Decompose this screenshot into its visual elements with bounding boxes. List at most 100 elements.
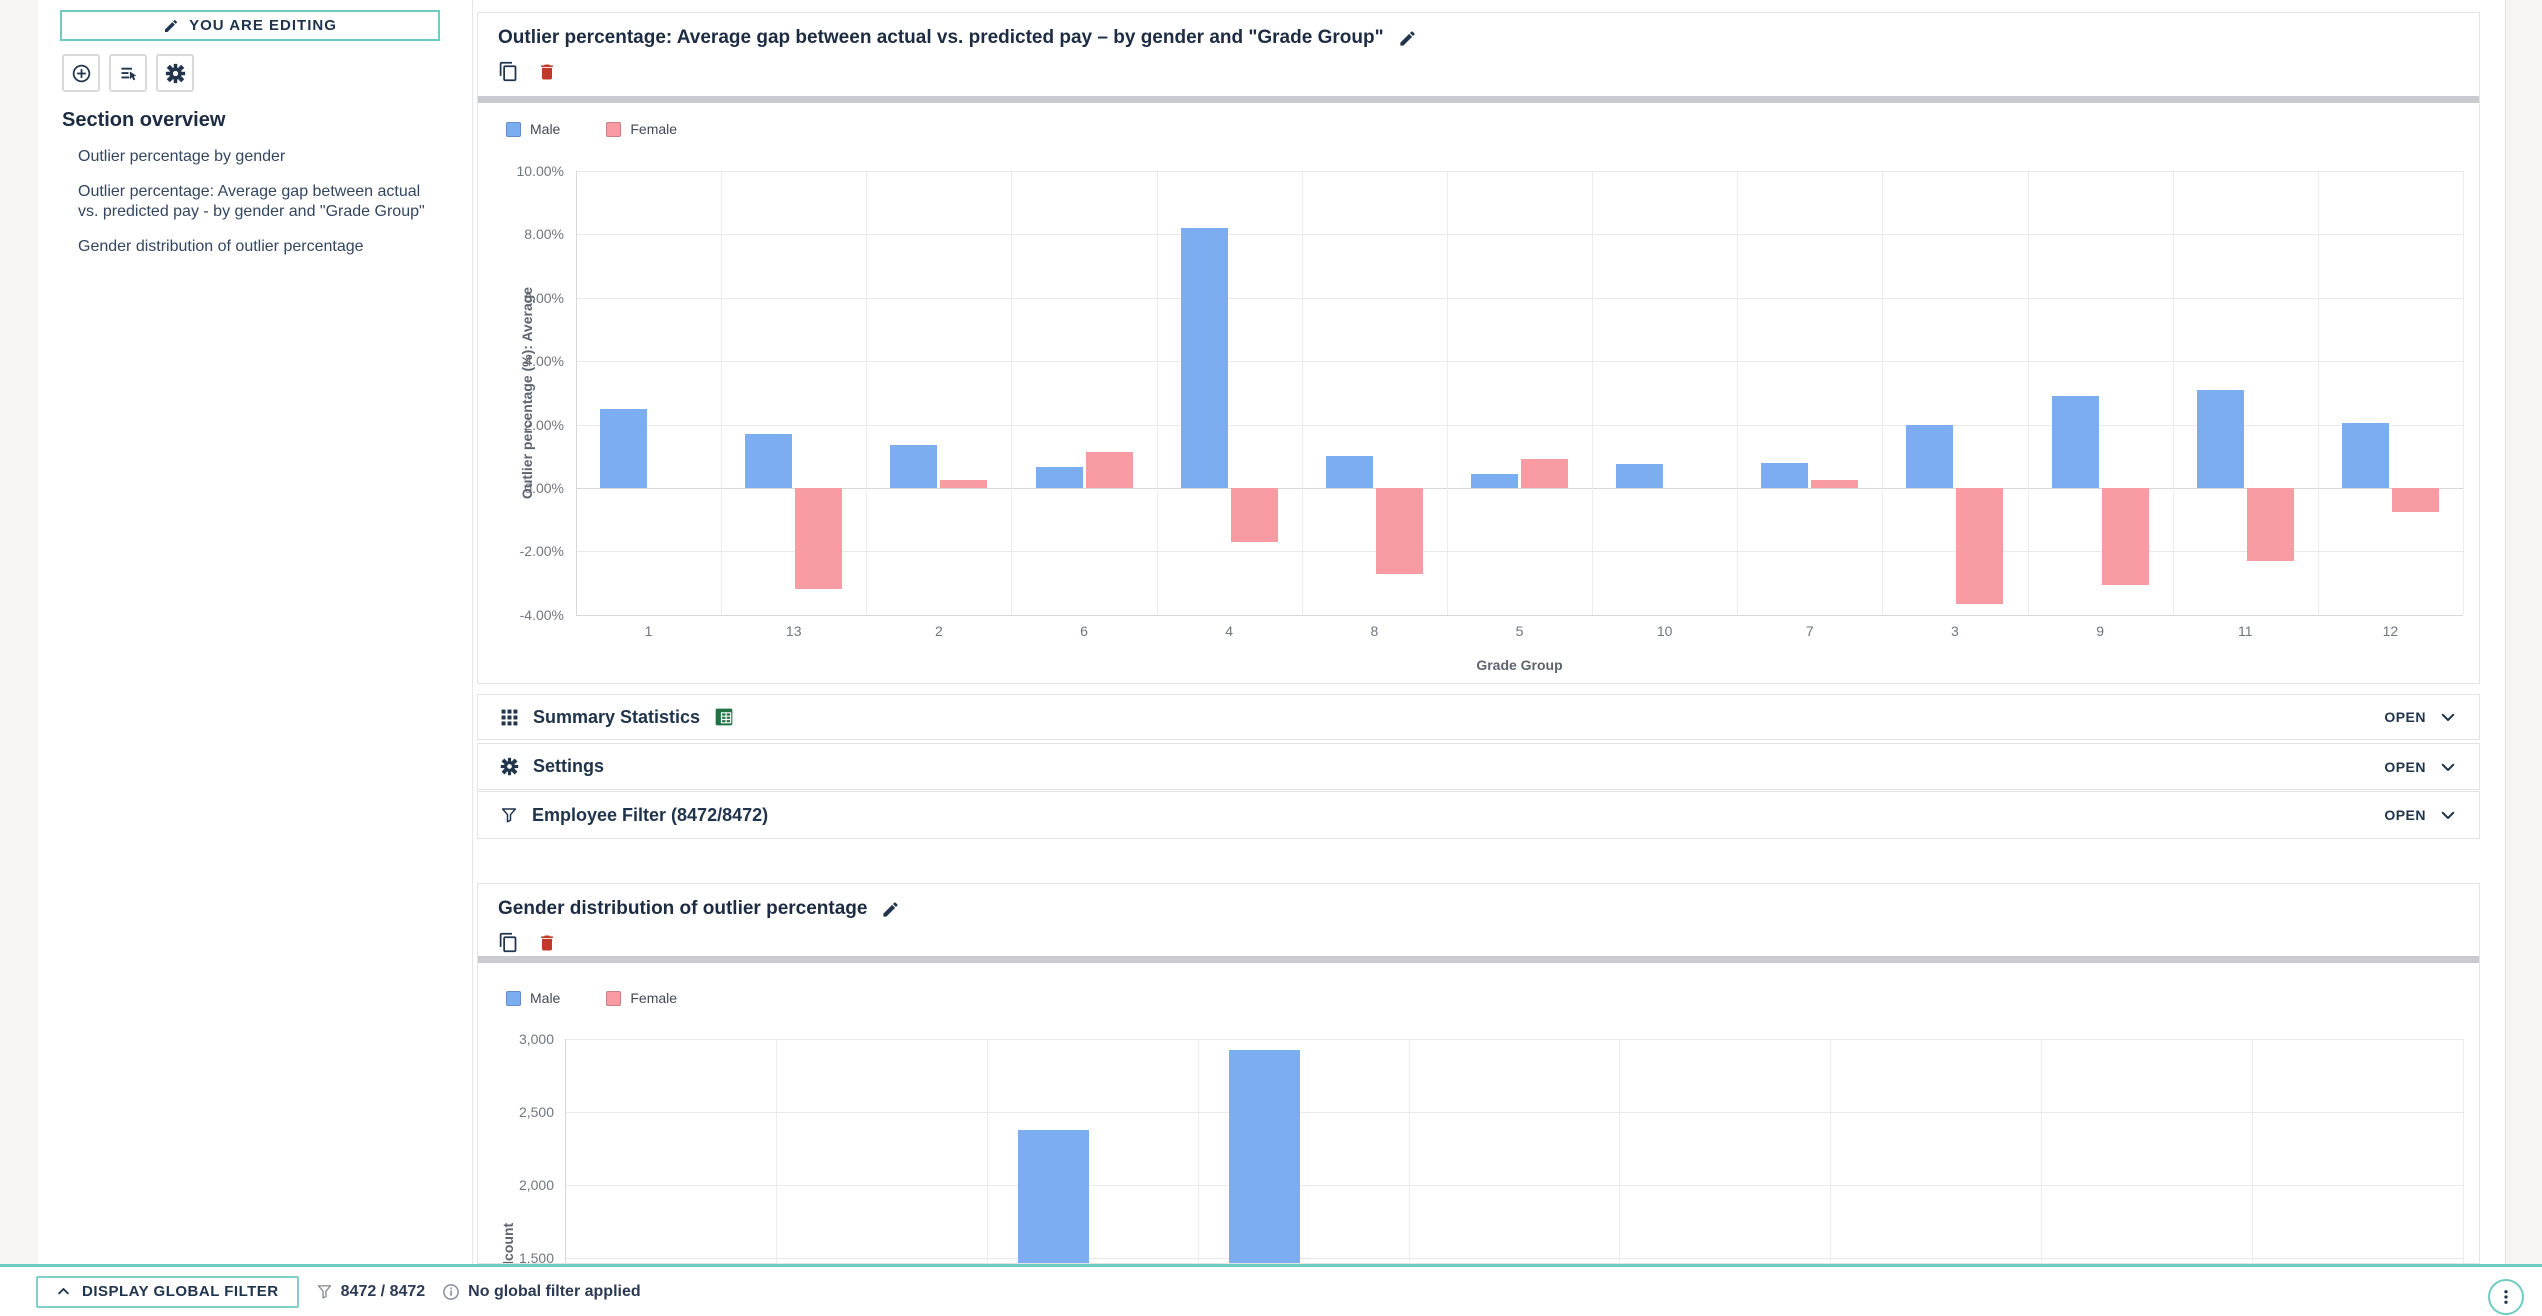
sidebar-item-gender-distribution[interactable]: Gender distribution of outlier percentag… [78,238,364,255]
x-axis-tick: 9 [2096,623,2104,639]
gridline-h [576,297,2463,299]
female-legend-label: Female [630,121,678,137]
accordion-label: Employee Filter (8472/8472) [532,804,769,825]
y-axis-tick: 4.00% [524,353,564,370]
chart-panel-gender-distribution: Gender distribution of outlier percentag… [477,883,2480,1264]
edit-title-button[interactable] [1398,29,1417,48]
female-swatch [606,990,622,1006]
female-legend-label: Female [630,990,678,1006]
delete-widget-button[interactable] [537,62,557,82]
gear-icon [165,63,185,83]
display-global-filter-button[interactable]: DISPLAY GLOBAL FILTER [36,1275,299,1308]
bar-male [1180,227,1228,488]
accordion-row-right: OPEN [2384,758,2457,776]
gridline-h [576,361,2463,363]
accordion-label: Settings [533,756,605,776]
chevron-down-icon [2441,811,2455,819]
filter-status-text: No global filter applied [468,1282,641,1300]
bar-female [1956,488,2004,604]
copy-icon [499,61,517,82]
gridline-v [1301,171,1303,615]
legend-item-male[interactable]: Male [506,990,560,1006]
gridline-v [2172,171,2174,615]
add-section-button[interactable] [62,54,100,92]
panel1-actions [498,61,557,82]
gridline-v [1592,171,1594,615]
chevron-up-icon [58,1288,69,1295]
excel-export-icon[interactable] [714,707,734,727]
bar-male [1906,424,1954,488]
bar-male [1325,456,1373,488]
male-swatch [506,990,521,1006]
accordion-row-left: Summary Statistics [500,707,734,728]
trash-icon [541,64,553,79]
sidebar-item-outlier-percentage-by-gender[interactable]: Outlier percentage by gender [78,148,286,165]
accordion-row-left: Settings [500,756,604,777]
info-icon [443,1283,460,1300]
section-settings-button[interactable] [156,54,194,92]
filter-funnel-icon [501,808,517,823]
x-axis-title: Grade Group [1476,657,1563,673]
bar-female [1521,459,1568,488]
global-filter-bar: DISPLAY GLOBAL FILTER 8472 / 8472 No glo… [0,1264,2542,1316]
y-axis-tick: 1,500 [518,1250,554,1264]
gear-icon [500,757,519,776]
legend-item-female[interactable]: Female [606,121,677,137]
delete-widget-button[interactable] [537,933,557,953]
bar-female [1230,488,1278,542]
you-are-editing-badge[interactable]: YOU ARE EDITING [60,10,440,41]
bar-female [795,488,843,590]
filter-status-group: No global filter applied [442,1282,641,1301]
open-label: OPEN [2384,807,2426,823]
bar-female [2391,488,2439,512]
sidebar-item-outlier-percentage-avg-gap[interactable]: Outlier percentage: Average gap between … [78,183,425,220]
duplicate-widget-button[interactable] [498,932,519,953]
female-swatch [606,121,622,137]
more-options-button[interactable] [2488,1279,2524,1315]
accordion-row-right: OPEN [2384,806,2457,824]
duplicate-widget-button[interactable] [498,61,519,82]
bar-female [1811,480,1859,488]
bar-male [600,408,648,488]
gridline-v [866,171,868,615]
edit-title-button[interactable] [881,900,900,919]
bar-male [1035,467,1083,488]
gridline-v [1619,1039,1621,1263]
gridline-v [2463,171,2464,615]
panel-divider [478,956,2479,963]
bar-female [2101,488,2149,585]
pencil-icon [165,19,178,32]
page-gutter-right [2505,0,2542,1264]
reorder-sections-button[interactable] [109,54,147,92]
bar-female [940,480,988,488]
x-axis-tick: 3 [1951,623,1959,639]
accordion-summary-statistics[interactable]: Summary Statistics OPEN [477,694,2480,740]
legend-item-male[interactable]: Male [506,121,560,137]
x-axis-tick: 2 [934,623,943,639]
chart1-legend: Male Female [506,121,677,137]
panel2-actions [498,932,557,953]
y-axis-tick: 8.00% [524,226,564,243]
x-axis-tick: 10 [1656,623,1673,639]
section-overview-title: Section overview [62,109,226,131]
accordion-row-left: Employee Filter (8472/8472) [500,805,768,826]
accordion-settings[interactable]: Settings OPEN [477,743,2480,790]
panel2-title-row: Gender distribution of outlier percentag… [498,898,900,920]
gridline-h [576,488,2463,489]
editing-badge-label: YOU ARE EDITING [189,17,337,34]
open-label: OPEN [2384,709,2426,725]
copy-icon [499,932,517,953]
gridline-v [1737,171,1739,615]
gridline-h [565,1039,2463,1040]
bar-male [1471,473,1518,488]
chevron-down-icon [2441,763,2455,771]
pencil-icon [1399,30,1415,46]
accordion-row-right: OPEN [2384,708,2457,726]
grid-table-icon [501,709,518,725]
x-axis-tick: 6 [1080,623,1088,639]
accordion-employee-filter[interactable]: Employee Filter (8472/8472) OPEN [477,791,2480,839]
legend-item-female[interactable]: Female [606,990,677,1006]
x-axis-tick: 13 [785,623,802,639]
gridline-h [576,614,2463,616]
x-axis-tick: 8 [1370,623,1379,639]
